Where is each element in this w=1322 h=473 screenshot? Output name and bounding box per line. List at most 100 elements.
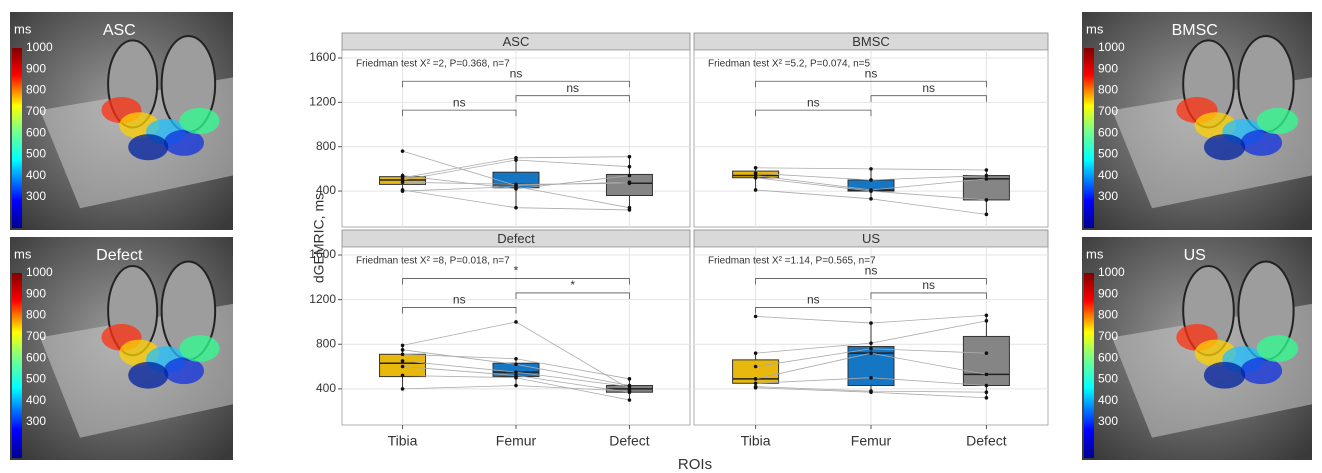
colorbar-tick-label: 400 <box>1098 168 1118 182</box>
subject-point <box>628 377 632 381</box>
subject-point <box>401 365 405 369</box>
x-tick-label: Femur <box>496 433 537 449</box>
subject-point <box>869 341 873 345</box>
x-tick-label: Femur <box>851 433 892 449</box>
significance-label: * <box>514 264 519 278</box>
colorbar <box>12 48 22 228</box>
y-tick-label: 400 <box>316 183 336 197</box>
subject-point <box>869 167 873 171</box>
colorbar-tick-label: 700 <box>1098 104 1118 118</box>
colorbar-tick-label: 800 <box>1098 83 1118 97</box>
subject-point <box>985 177 989 181</box>
subject-point <box>985 396 989 400</box>
colorbar-tick-label: 700 <box>26 329 46 343</box>
subject-point <box>628 155 632 159</box>
colorbar-tick-label: 800 <box>1098 308 1118 322</box>
map-overlay <box>128 362 168 389</box>
subject-point <box>514 363 518 367</box>
image-label: ASC <box>103 22 136 39</box>
y-tick-label: 1600 <box>309 50 336 64</box>
test-annotation: Friedman test X² =5.2, P=0.074, n=5 <box>708 59 870 70</box>
subject-point <box>401 174 405 178</box>
subject-point <box>985 313 989 317</box>
mri-image: msDefect1000900800700600500400300 <box>10 237 233 460</box>
subject-point <box>401 344 405 348</box>
colorbar-tick-label: 600 <box>1098 125 1118 139</box>
subject-point <box>985 319 989 323</box>
significance-label: ns <box>566 81 579 95</box>
subject-point <box>869 197 873 201</box>
colorbar-unit: ms <box>1086 246 1104 261</box>
map-overlay <box>128 134 168 160</box>
subject-point <box>869 321 873 325</box>
subject-point <box>985 351 989 355</box>
colorbar-unit: ms <box>14 21 32 36</box>
significance-label: ns <box>922 81 935 95</box>
y-tick-label: 1200 <box>309 95 336 109</box>
subject-point <box>401 149 405 153</box>
y-tick-label: 400 <box>316 381 336 395</box>
significance-label: ns <box>865 264 878 278</box>
colorbar-tick-label: 1000 <box>1098 40 1125 54</box>
map-overlay <box>1257 108 1298 134</box>
significance-label: ns <box>510 66 523 80</box>
colorbar-tick-label: 700 <box>1098 329 1118 343</box>
subject-point <box>754 377 758 381</box>
subject-point <box>401 348 405 352</box>
image-label: Defect <box>96 247 143 264</box>
colorbar-tick-label: 800 <box>26 83 46 97</box>
colorbar-tick-label: 900 <box>26 286 46 300</box>
colorbar-tick-label: 300 <box>26 414 46 428</box>
colorbar-tick-label: 1000 <box>1098 265 1125 279</box>
subject-point <box>985 373 989 377</box>
subject-point <box>985 390 989 394</box>
y-axis-label: dGEMRIC, ms <box>311 193 327 283</box>
subject-point <box>985 213 989 217</box>
colorbar-tick-label: 300 <box>1098 189 1118 203</box>
y-tick-label: 1200 <box>309 292 336 306</box>
colorbar-tick-label: 600 <box>26 125 46 139</box>
subject-point <box>401 180 405 184</box>
subject-point <box>985 198 989 202</box>
colorbar <box>1084 48 1094 228</box>
significance-label: ns <box>922 278 935 292</box>
colorbar-tick-label: 700 <box>26 104 46 118</box>
subject-point <box>628 389 632 393</box>
x-tick-label: Defect <box>609 433 650 449</box>
colorbar-tick-label: 900 <box>1098 286 1118 300</box>
figure: dGEMRIC, ms ROIs ms ASC 1000 900 800 700 600 50… <box>0 0 1322 473</box>
subject-point <box>514 357 518 361</box>
subject-point <box>401 387 405 391</box>
subject-point <box>985 174 989 178</box>
colorbar-tick-label: 800 <box>26 308 46 322</box>
subject-point <box>869 376 873 380</box>
significance-label: ns <box>865 66 878 80</box>
subject-point <box>869 347 873 351</box>
colorbar-tick-label: 500 <box>26 372 46 386</box>
colorbar-unit: ms <box>1086 21 1104 36</box>
panel-title: ASC <box>503 34 530 49</box>
subject-point <box>985 384 989 388</box>
subject-point <box>628 385 632 389</box>
subject-point <box>869 390 873 394</box>
subject-point <box>754 166 758 170</box>
subject-point <box>628 174 632 178</box>
x-axis-label: ROIs <box>678 456 712 473</box>
test-annotation: Friedman test X² =1.14, P=0.565, n=7 <box>708 256 876 267</box>
subject-point <box>754 381 758 385</box>
colorbar-tick-label: 900 <box>1098 61 1118 75</box>
image-label: US <box>1184 247 1206 264</box>
colorbar-tick-label: 600 <box>1098 350 1118 364</box>
subject-point <box>401 359 405 363</box>
subject-point <box>514 384 518 388</box>
image-label: BMSC <box>1172 22 1218 39</box>
subject-point <box>754 386 758 390</box>
subject-point <box>628 398 632 402</box>
colorbar-tick-label: 300 <box>26 189 46 203</box>
subject-point <box>754 315 758 319</box>
colorbar-tick-label: 400 <box>1098 393 1118 407</box>
map-overlay <box>179 108 219 134</box>
colorbar-tick-label: 900 <box>26 61 46 75</box>
subject-point <box>514 206 518 210</box>
